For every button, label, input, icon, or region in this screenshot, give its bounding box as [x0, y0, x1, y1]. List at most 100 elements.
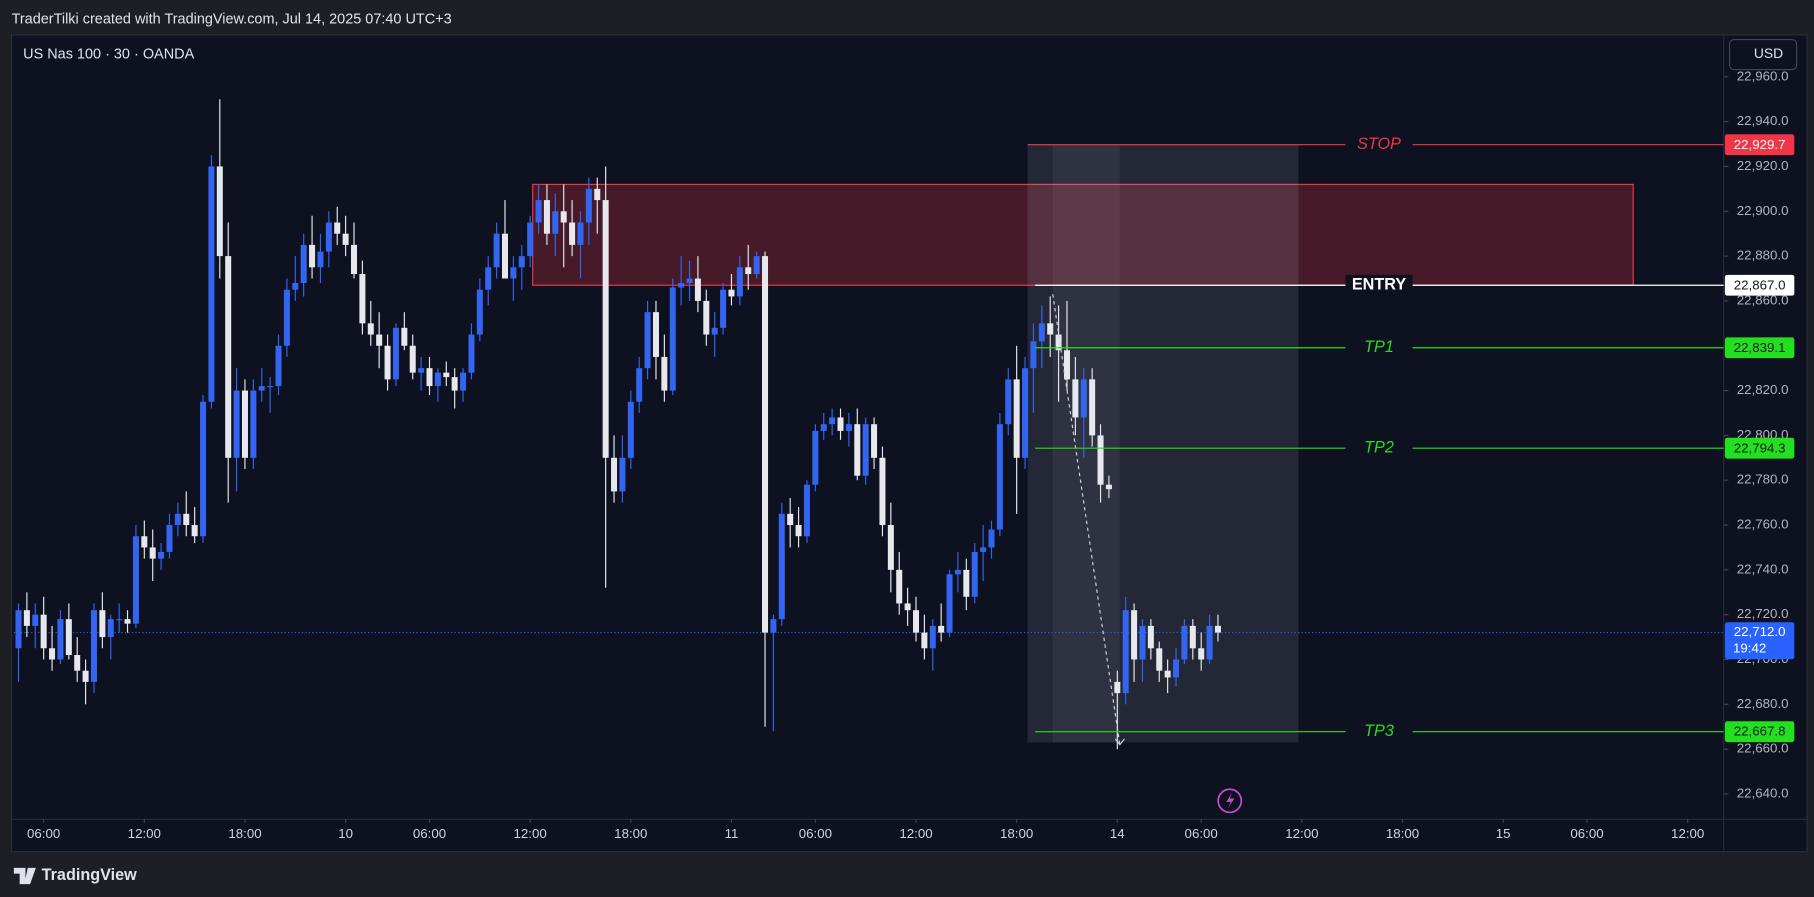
candle-body [1139, 625, 1146, 660]
candle-body [1131, 610, 1138, 660]
candle-body [233, 390, 240, 458]
trade-box [1027, 144, 1299, 743]
y-tick-label: 22,760.0 [1737, 517, 1789, 532]
y-tick-label: 22,720.0 [1737, 606, 1789, 621]
candle-body [795, 525, 802, 537]
candle-body [418, 368, 425, 373]
candle-body [116, 619, 123, 621]
x-tick-label: 06:00 [413, 826, 446, 841]
candle-body [384, 345, 391, 380]
candle-body [200, 401, 207, 537]
candle-body [141, 536, 148, 548]
candle-body [577, 222, 584, 245]
candle-body [468, 334, 475, 373]
symbol-title: US Nas 100 · 30 · OANDA [23, 46, 194, 62]
x-tick-label: 10 [338, 826, 353, 841]
y-tick-label: 22,880.0 [1737, 248, 1789, 263]
candle-body [829, 417, 836, 425]
candle-body [501, 233, 509, 279]
y-tick-label: 22,920.0 [1737, 158, 1789, 173]
candle-body [191, 525, 198, 537]
candle-body [971, 551, 978, 597]
level-name: ENTRY [1352, 276, 1406, 294]
y-tick-label: 22,960.0 [1737, 68, 1789, 83]
candle-body [342, 233, 349, 245]
candle-body [678, 282, 685, 288]
last-price-tag [1724, 622, 1795, 660]
candle-body [493, 233, 500, 268]
candle-body [845, 424, 852, 431]
candle-body [166, 525, 173, 552]
candle-body [208, 166, 215, 402]
candle-body [996, 424, 1003, 530]
candle-body [644, 312, 651, 369]
candle-body [460, 372, 467, 391]
candle-body [820, 424, 827, 431]
price-tag-label: 22,667.8 [1734, 724, 1786, 739]
candle-body [99, 610, 106, 638]
candle-body [57, 619, 64, 660]
level-name: TP2 [1364, 438, 1394, 456]
candle-body [292, 282, 299, 290]
x-tick-label: 18:00 [1000, 826, 1033, 841]
candle-body [510, 267, 517, 279]
candle-body [879, 457, 886, 526]
candle-body [174, 513, 181, 526]
currency-label[interactable]: USD [1754, 45, 1783, 61]
candle-body [317, 251, 324, 268]
candle-body [1105, 484, 1112, 490]
candle-body [627, 401, 634, 458]
level-name: STOP [1357, 135, 1401, 153]
candle-body [569, 222, 576, 245]
candle-body [585, 188, 592, 223]
candle-body [912, 610, 920, 633]
candle-body [250, 390, 257, 458]
candle-body [1164, 670, 1171, 678]
candle-body [619, 457, 626, 492]
candle-body [32, 614, 39, 626]
candle-body [703, 300, 710, 335]
candle-body [904, 603, 911, 611]
y-tick-label: 22,900.0 [1737, 203, 1789, 218]
candle-body [988, 529, 995, 548]
candle-body [434, 372, 441, 387]
x-tick-label: 14 [1110, 826, 1125, 841]
price-tag-label: 22,867.0 [1734, 277, 1786, 292]
candle-body [1189, 625, 1196, 649]
level-name: TP3 [1364, 722, 1394, 740]
candle-body [1122, 610, 1129, 694]
candle-body [963, 569, 970, 597]
candle-body [954, 569, 961, 575]
x-tick-label: 18:00 [614, 826, 647, 841]
candle-body [518, 256, 525, 268]
candle-body [1214, 625, 1221, 633]
candle-body [745, 267, 752, 275]
x-tick-label: 06:00 [27, 826, 60, 841]
level-label-bg [1345, 437, 1413, 459]
level-label-bg [1345, 134, 1413, 156]
currency-button[interactable] [1728, 38, 1798, 71]
candle-body [1022, 368, 1029, 458]
price-tag-label: 22,839.1 [1734, 340, 1786, 355]
candle-body [669, 287, 676, 391]
x-tick-label: 12:00 [128, 826, 161, 841]
candle-body [1147, 625, 1154, 649]
candle-body [225, 256, 232, 458]
candle-body [762, 256, 769, 633]
alert-bolt[interactable] [1226, 792, 1235, 809]
candle-body [1063, 350, 1070, 380]
candle-body [241, 390, 248, 458]
candle-body [23, 610, 30, 626]
candle-body [560, 211, 567, 223]
candle-body [686, 278, 693, 283]
x-tick-label: 12:00 [1671, 826, 1704, 841]
candle-body [216, 166, 223, 257]
candle-body [636, 368, 643, 402]
candle-body [15, 610, 22, 649]
candle-body [1030, 341, 1037, 369]
alert-icon[interactable] [1217, 788, 1243, 814]
candle-body [1089, 379, 1096, 436]
y-tick-label: 22,660.0 [1737, 741, 1789, 756]
candle-body [527, 222, 534, 257]
